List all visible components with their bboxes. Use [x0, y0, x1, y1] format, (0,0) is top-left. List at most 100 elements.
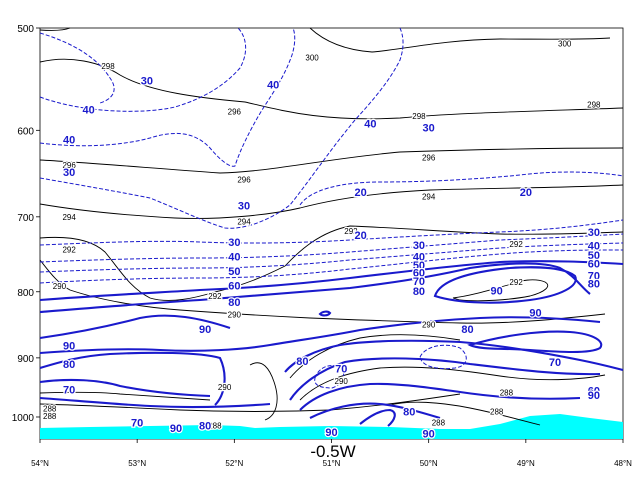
theta-label: 288: [432, 419, 446, 428]
theta-label: 288: [500, 388, 514, 397]
rh-70-right: [284, 339, 624, 373]
rh-label: 90: [170, 423, 182, 435]
terrain-fill: [40, 414, 623, 439]
x-tick-label-5: 49°N: [517, 459, 535, 468]
theta-292-a: [39, 225, 624, 301]
rh-label: 90: [423, 429, 435, 441]
theta-label: 298: [101, 62, 115, 71]
theta-label: 292: [344, 227, 358, 236]
theta-label: 290: [335, 377, 349, 386]
rh-label: 70: [549, 357, 561, 369]
theta-label: 296: [237, 176, 251, 185]
rh-label: 30: [141, 75, 153, 87]
rh-label: 60: [588, 259, 600, 271]
theta-294: [39, 184, 624, 219]
y-tick-label-800: 800: [17, 288, 34, 299]
theta-label: 292: [509, 278, 523, 287]
rh-label: 20: [355, 230, 367, 242]
rh-label: 30: [63, 167, 75, 179]
rh-70-mid: [39, 260, 624, 302]
theta-298: [39, 58, 624, 120]
rh-label: 20: [520, 187, 532, 199]
rh-label: 70: [588, 270, 600, 282]
theta-label: 296: [62, 161, 76, 170]
theta-contours: [39, 27, 624, 426]
y-tick-labels: 500 600 700 800 900 1000: [12, 24, 35, 424]
rh-label: 50: [588, 250, 600, 262]
theta-label: 288: [43, 412, 57, 421]
rh-80-inner: [299, 382, 581, 411]
rh-thick-contours: [39, 260, 624, 427]
theta-296: [39, 147, 624, 174]
rh-90-lower-left: [39, 396, 271, 409]
theta-288-c: [299, 366, 606, 401]
rh-90-bottom: [309, 402, 441, 420]
x-tick-label-0: 54°N: [31, 459, 49, 468]
rh-label: 50: [228, 266, 240, 278]
x-tick-label-6: 48°N: [614, 459, 632, 468]
rh-90-bottom-b: [359, 408, 396, 427]
rh-label: 60: [413, 267, 425, 279]
rh-40-upper: [39, 27, 247, 112]
theta-288-d: [389, 401, 541, 426]
rh-label: 40: [364, 119, 376, 131]
chart-title: -0.5W: [310, 442, 355, 461]
theta-label: 294: [422, 192, 436, 201]
theta-label: 294: [237, 218, 251, 227]
rh-label: 20: [355, 187, 367, 199]
rh-70-dashed-loop: [419, 344, 467, 370]
y-tick-label-1000: 1000: [12, 413, 35, 424]
x-tick-label-1: 53°N: [128, 459, 146, 468]
rh-label: 90: [199, 324, 211, 336]
x-tick-label-3: 51°N: [323, 459, 341, 468]
theta-288-b: [39, 393, 461, 412]
theta-290-c: [289, 334, 461, 379]
rh-label: 70: [413, 276, 425, 288]
rh-label: 30: [423, 123, 435, 135]
rh-label: 80: [296, 356, 308, 368]
rh-label: 50: [413, 260, 425, 272]
y-tick-label-500: 500: [17, 24, 34, 35]
theta-label: 292: [208, 292, 222, 301]
rh-80-lower: [39, 378, 211, 398]
rh-label: 30: [588, 227, 600, 239]
rh-20-loop: [299, 171, 624, 206]
theta-label: 298: [587, 100, 601, 109]
rh-80-mid: [39, 262, 591, 314]
rh-label: 30: [238, 200, 250, 212]
x-tick-marks: [39, 439, 624, 443]
rh-label: 30: [413, 240, 425, 252]
y-axis: 500 600 700 800 900 1000: [12, 24, 40, 424]
theta-label: 290: [422, 320, 436, 329]
rh-label: 80: [461, 324, 473, 336]
rh-label: 60: [588, 386, 600, 398]
theta-300-a: [39, 27, 71, 31]
rh-70-left-loop: [39, 351, 226, 406]
rh-30-mid: [39, 219, 624, 246]
rh-label: 80: [228, 297, 240, 309]
theta-290-b: [249, 362, 278, 421]
theta-300-b: [309, 27, 611, 53]
theta-label: 288: [43, 405, 57, 414]
rh-dashed-contours: [39, 27, 624, 389]
theta-288-a: [39, 391, 211, 401]
theta-label: 288: [208, 421, 222, 430]
rh-label: 40: [267, 80, 279, 92]
rh-label: 40: [82, 104, 94, 116]
y-tick-label-700: 700: [17, 213, 34, 224]
theta-label: 300: [305, 54, 319, 63]
rh-label: 90: [491, 285, 503, 297]
rh-90-small: [318, 310, 332, 317]
rh-90-left: [39, 314, 231, 340]
theta-label-layer: 2983003002962982982962962962942942942922…: [42, 38, 603, 431]
rh-label: 40: [228, 251, 240, 263]
rh-label: 80: [588, 278, 600, 290]
y-tick-label-900: 900: [17, 354, 34, 365]
rh-label: 40: [588, 241, 600, 253]
theta-label: 294: [62, 213, 76, 222]
x-tick-label-4: 50°N: [420, 459, 438, 468]
rh-label: 80: [199, 420, 211, 432]
plot-frame: [39, 27, 624, 440]
